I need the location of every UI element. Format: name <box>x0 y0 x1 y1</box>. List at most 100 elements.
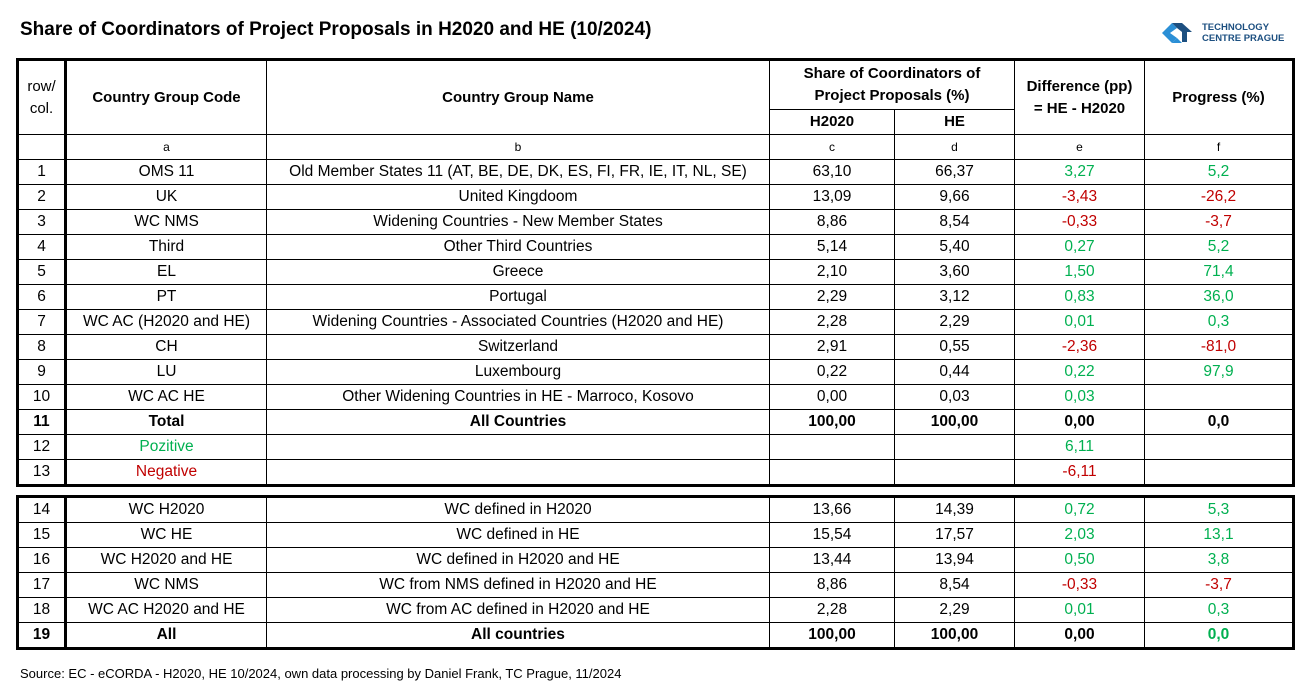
share-he: 66,37 <box>894 159 1015 185</box>
logo-line1: TECHNOLOGY <box>1202 22 1270 33</box>
share-he: 0,03 <box>894 384 1015 410</box>
header-share: Share of Coordinators of Project Proposal… <box>769 59 1015 110</box>
share-h2020: 63,10 <box>769 159 895 185</box>
table-row: 13 Negative -6,11 <box>17 459 1294 486</box>
page-title: Share of Coordinators of Project Proposa… <box>20 19 652 40</box>
row-number: 3 <box>17 209 67 235</box>
difference: -3,43 <box>1014 184 1145 210</box>
progress: 0,0 <box>1144 409 1294 435</box>
progress: 3,8 <box>1144 547 1294 573</box>
progress: -81,0 <box>1144 334 1294 360</box>
table-row: 9 LU Luxembourg 0,22 0,44 0,22 97,9 <box>17 359 1294 385</box>
difference: 0,50 <box>1014 547 1145 573</box>
header-code: Country Group Code <box>65 59 267 135</box>
share-he: 5,40 <box>894 234 1015 260</box>
wc-table: 14 WC H2020 WC defined in H2020 13,66 14,39 0… <box>16 495 1295 650</box>
difference: 3,27 <box>1014 159 1145 185</box>
country-group-name: Widening Countries - New Member States <box>266 209 770 235</box>
share-h2020: 2,10 <box>769 259 895 285</box>
tc-prague-logo-icon <box>1162 23 1192 43</box>
country-group-code: WC H2020 <box>65 496 267 523</box>
difference: 1,50 <box>1014 259 1145 285</box>
share-h2020: 0,22 <box>769 359 895 385</box>
progress: -3,7 <box>1144 209 1294 235</box>
table-row: 17 WC NMS WC from NMS defined in H2020 and… <box>17 572 1294 598</box>
progress: 5,2 <box>1144 159 1294 185</box>
share-h2020: 13,09 <box>769 184 895 210</box>
country-group-name: WC defined in H2020 <box>266 496 770 523</box>
country-group-code: Negative <box>65 459 267 486</box>
row-number: 10 <box>17 384 67 410</box>
row-number: 19 <box>17 622 67 649</box>
country-group-name: Other Widening Countries in HE - Marroco… <box>266 384 770 410</box>
share-he: 0,55 <box>894 334 1015 360</box>
share-h2020 <box>769 434 895 460</box>
logo-line2: CENTRE PRAGUE <box>1202 33 1285 44</box>
table-row: 10 WC AC HE Other Widening Countries in HE… <box>17 384 1294 410</box>
letter-a: a <box>65 134 267 160</box>
share-h2020: 2,28 <box>769 309 895 335</box>
row-number: 1 <box>17 159 67 185</box>
country-group-code: WC AC (H2020 and HE) <box>65 309 267 335</box>
country-group-code: WC NMS <box>65 209 267 235</box>
country-group-code: OMS 11 <box>65 159 267 185</box>
country-group-name: Greece <box>266 259 770 285</box>
difference: -6,11 <box>1014 459 1145 486</box>
progress: 0,3 <box>1144 309 1294 335</box>
table-row: 3 WC NMS Widening Countries - New Member S… <box>17 209 1294 235</box>
country-group-code: EL <box>65 259 267 285</box>
country-group-code: WC AC HE <box>65 384 267 410</box>
letter-c: c <box>769 134 895 160</box>
logo: TECHNOLOGY CENTRE PRAGUE <box>1160 18 1284 48</box>
row-number: 2 <box>17 184 67 210</box>
table-row: 2 UK United Kingdoom 13,09 9,66 -3,43 -26,2 <box>17 184 1294 210</box>
share-he <box>894 459 1015 486</box>
country-group-name <box>266 434 770 460</box>
difference: 0,01 <box>1014 309 1145 335</box>
country-group-name: All Countries <box>266 409 770 435</box>
progress <box>1144 459 1294 486</box>
row-number: 13 <box>17 459 67 486</box>
country-group-name: WC from AC defined in H2020 and HE <box>266 597 770 623</box>
country-group-code: CH <box>65 334 267 360</box>
row-number: 7 <box>17 309 67 335</box>
share-he: 100,00 <box>894 622 1015 649</box>
share-he: 14,39 <box>894 496 1015 523</box>
country-group-code: Total <box>65 409 267 435</box>
header-progress: Progress (%) <box>1144 59 1294 135</box>
progress: 71,4 <box>1144 259 1294 285</box>
share-h2020: 5,14 <box>769 234 895 260</box>
header-he: HE <box>894 109 1015 135</box>
country-group-name: Switzerland <box>266 334 770 360</box>
row-number: 17 <box>17 572 67 598</box>
letter-d: d <box>894 134 1015 160</box>
share-he: 100,00 <box>894 409 1015 435</box>
country-group-name: WC from NMS defined in H2020 and HE <box>266 572 770 598</box>
progress: -3,7 <box>1144 572 1294 598</box>
progress: 5,3 <box>1144 496 1294 523</box>
row-number: 12 <box>17 434 67 460</box>
country-group-code: WC H2020 and HE <box>65 547 267 573</box>
country-group-code: WC AC H2020 and HE <box>65 597 267 623</box>
progress <box>1144 384 1294 410</box>
share-h2020: 8,86 <box>769 572 895 598</box>
row-number: 14 <box>17 496 67 523</box>
difference: 0,00 <box>1014 409 1145 435</box>
share-he: 2,29 <box>894 597 1015 623</box>
progress: 97,9 <box>1144 359 1294 385</box>
share-h2020: 15,54 <box>769 522 895 548</box>
row-number: 11 <box>17 409 67 435</box>
country-group-name: WC defined in H2020 and HE <box>266 547 770 573</box>
country-group-code: WC HE <box>65 522 267 548</box>
source-note: Source: EC - eCORDA - H2020, HE 10/2024,… <box>20 666 622 681</box>
share-he: 0,44 <box>894 359 1015 385</box>
row-number: 9 <box>17 359 67 385</box>
table-row: 14 WC H2020 WC defined in H2020 13,66 14,39 0… <box>17 496 1294 523</box>
difference: 0,72 <box>1014 496 1145 523</box>
country-group-name: Old Member States 11 (AT, BE, DE, DK, ES… <box>266 159 770 185</box>
share-h2020: 13,44 <box>769 547 895 573</box>
country-group-code: LU <box>65 359 267 385</box>
row-number: 4 <box>17 234 67 260</box>
difference: 0,22 <box>1014 359 1145 385</box>
country-group-code: WC NMS <box>65 572 267 598</box>
